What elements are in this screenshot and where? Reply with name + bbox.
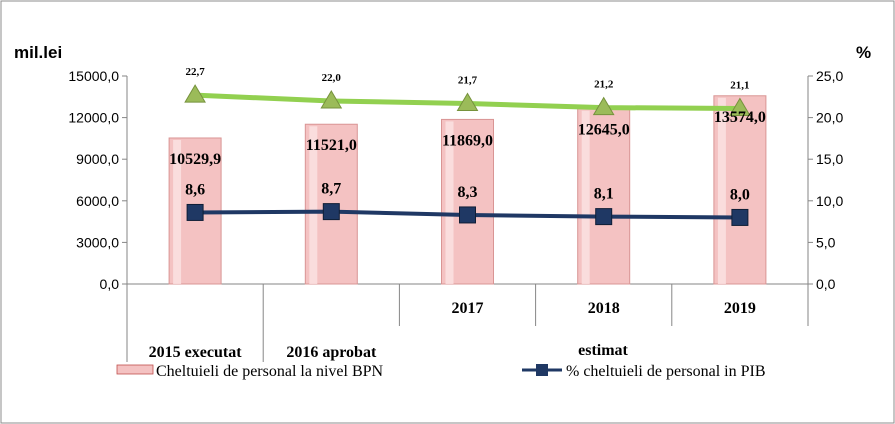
bar-highlight xyxy=(445,121,454,284)
green-line-data-label: 22,7 xyxy=(185,66,205,78)
y-right-tick-label: 0,0 xyxy=(816,276,836,292)
blue-line-marker xyxy=(459,206,476,224)
category-label: 2019 xyxy=(724,300,756,317)
green-line-data-label: 21,1 xyxy=(730,79,749,91)
blue-line-marker xyxy=(595,208,613,226)
bar-data-label: 10529,9 xyxy=(169,151,221,168)
y-left-tick-label: 3000,0 xyxy=(76,234,119,250)
y-right-tick-labels: 0,0 5,0 10,0 15,0 20,0 25,0 xyxy=(816,68,843,292)
category-dividers xyxy=(126,284,809,362)
bar-data-label: 13574,0 xyxy=(714,109,766,126)
green-line-marker xyxy=(729,97,751,116)
y-right-tick-label: 5,0 xyxy=(816,234,836,250)
green-line-marker xyxy=(456,92,479,111)
green-line-data-label: 22,0 xyxy=(322,72,342,84)
bar-data-label: 11869,0 xyxy=(442,132,493,149)
green-line-marker xyxy=(592,96,615,116)
green-line-marker xyxy=(184,84,206,103)
y-left-tick-label: 9000,0 xyxy=(76,151,119,167)
category-label: 2016 aprobat xyxy=(286,344,377,361)
category-label: 2015 executat xyxy=(149,344,243,361)
blue-line-series: 8,6 8,7 8,3 8,1 8,0 xyxy=(185,181,750,226)
legend-bar-label: Cheltuieli de personal la nivel BPN xyxy=(156,363,384,380)
y-left-tick-label: 12000,0 xyxy=(68,110,119,126)
bar-highlight xyxy=(717,97,726,284)
legend-line-marker xyxy=(536,364,548,376)
legend-bar-swatch xyxy=(116,364,154,375)
green-line-data-label: 21,2 xyxy=(594,79,614,91)
y-right-tick-label: 20,0 xyxy=(816,110,843,126)
blue-line-data-label: 8,6 xyxy=(185,181,205,198)
y-left-tick-label: 15000,0 xyxy=(68,68,119,84)
category-group-label: estimat xyxy=(578,342,628,359)
y-left-tick-label: 0,0 xyxy=(100,276,120,292)
green-line-marker xyxy=(320,89,343,109)
blue-line-data-label: 8,1 xyxy=(594,186,614,203)
legend: Cheltuieli de personal la nivel BPN % ch… xyxy=(116,363,766,380)
blue-line-marker xyxy=(186,203,204,221)
category-label: 2017 xyxy=(452,300,484,317)
y-right-tick-label: 25,0 xyxy=(816,68,843,84)
bar-highlight xyxy=(581,110,590,284)
y-left-unit-label: mil.lei xyxy=(14,43,62,62)
bar-data-label: 12645,0 xyxy=(578,122,630,139)
y-right-unit-label: % xyxy=(856,43,871,62)
category-labels: 2015 executat 2016 aprobat 2017 2018 2019 xyxy=(149,300,756,361)
bar-data-label: 11521,0 xyxy=(306,137,357,154)
bar-data-labels: 10529,9 11521,0 11869,0 12645,0 13574,0 xyxy=(169,109,766,168)
blue-line-data-label: 8,7 xyxy=(321,181,341,198)
axis-tick-marks xyxy=(122,75,813,285)
blue-line-marker xyxy=(322,203,340,221)
category-label: 2018 xyxy=(588,300,620,317)
y-right-tick-label: 15,0 xyxy=(816,151,843,167)
bar-highlight xyxy=(173,139,182,284)
blue-line-marker xyxy=(731,208,749,226)
y-left-tick-label: 6000,0 xyxy=(76,193,119,209)
y-left-tick-labels: 0,0 3000,0 6000,0 9000,0 12000,0 15000,0 xyxy=(68,68,119,292)
y-right-tick-label: 10,0 xyxy=(816,193,843,209)
legend-line-label: % cheltuieli de personal in PIB xyxy=(566,363,766,380)
green-line-series: 22,7 22,0 21,7 21,2 21,1 xyxy=(184,66,751,116)
green-line-data-label: 21,7 xyxy=(458,74,478,86)
blue-line-data-label: 8,3 xyxy=(458,184,478,201)
blue-line-data-label: 8,0 xyxy=(730,186,750,203)
bar-highlight xyxy=(309,126,318,285)
